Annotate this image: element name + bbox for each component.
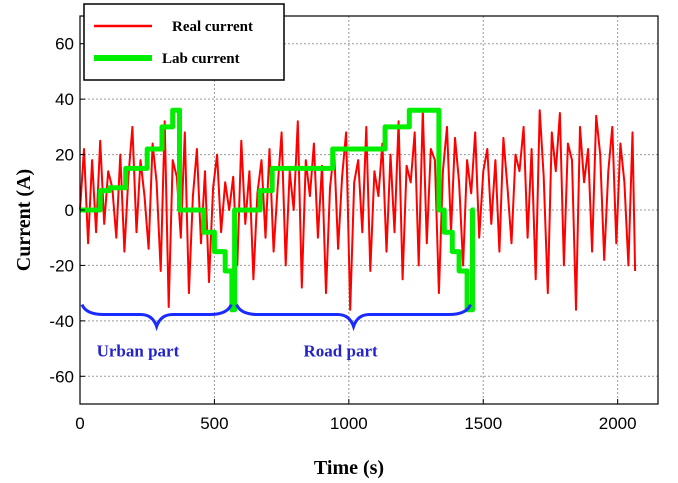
legend-label: Real current bbox=[172, 19, 253, 35]
y-tick-label: -20 bbox=[49, 256, 74, 275]
legend-label: Lab current bbox=[162, 51, 240, 67]
series-real-current-line bbox=[79, 109, 637, 311]
y-axis-title: Current (A) bbox=[13, 169, 35, 271]
y-tick-label: 0 bbox=[65, 201, 74, 220]
x-tick-label: 500 bbox=[200, 414, 228, 433]
annotation-brace bbox=[80, 303, 233, 332]
legend-box bbox=[83, 3, 285, 81]
y-tick-label: 60 bbox=[55, 35, 74, 54]
x-tick-label: 0 bbox=[75, 414, 84, 433]
y-tick-label: 20 bbox=[55, 146, 74, 165]
y-tick-label: -60 bbox=[49, 367, 74, 386]
y-tick-label: -40 bbox=[49, 312, 74, 331]
annotation-brace bbox=[235, 303, 472, 332]
series-lab-current-line bbox=[80, 107, 475, 313]
x-axis-title: Time (s) bbox=[314, 457, 384, 479]
x-tick-label: 1000 bbox=[330, 414, 368, 433]
annotation-label: Urban part bbox=[97, 342, 180, 361]
x-tick-label: 2000 bbox=[599, 414, 637, 433]
x-tick-label: 1500 bbox=[464, 414, 502, 433]
annotation-label: Road part bbox=[304, 342, 378, 361]
y-tick-label: 40 bbox=[55, 90, 74, 109]
